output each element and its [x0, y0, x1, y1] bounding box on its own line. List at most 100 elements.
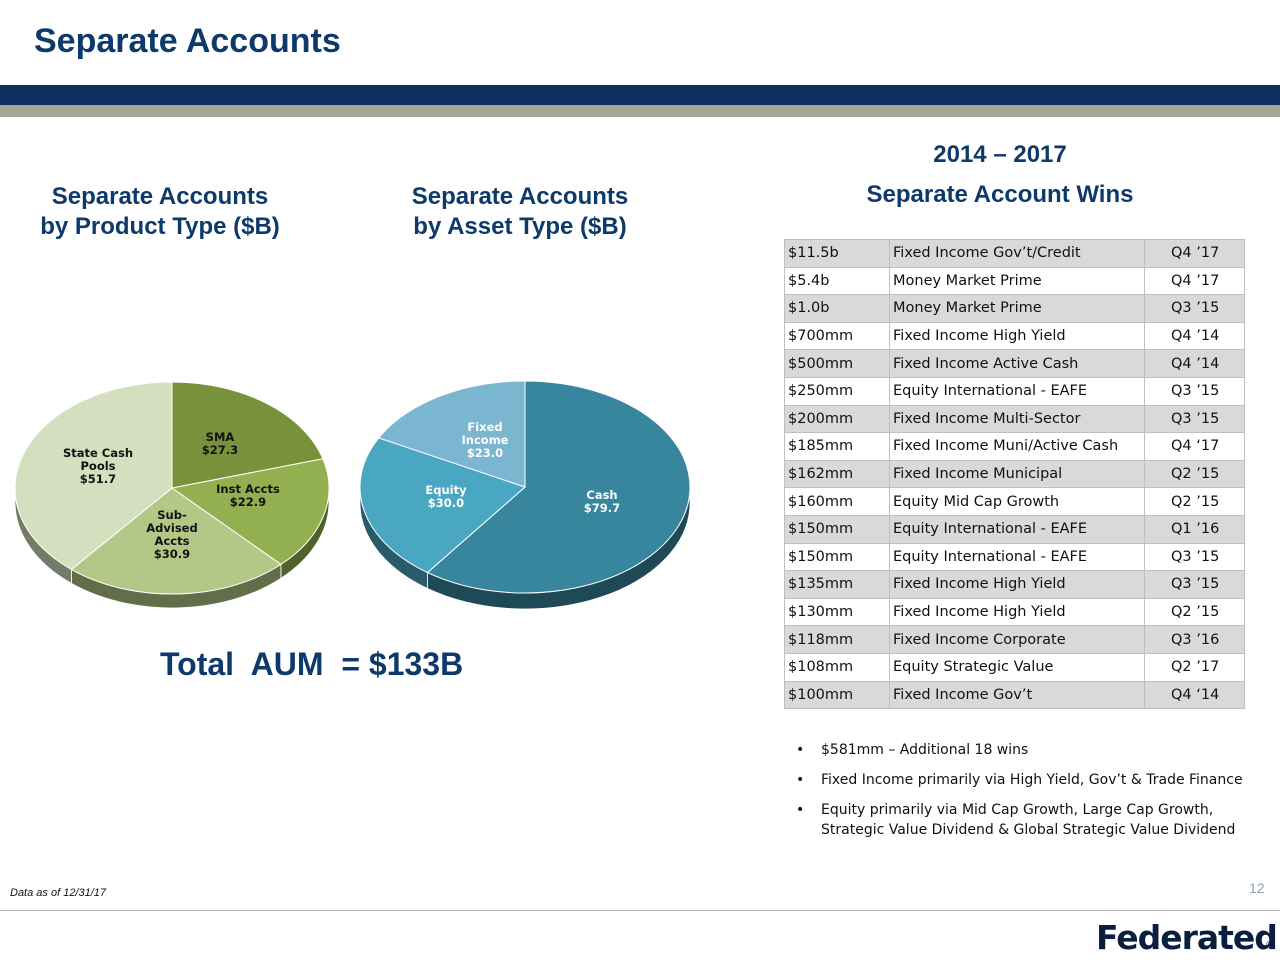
table-row: $162mm Fixed Income Municipal Q2 ’15 [784, 459, 1245, 489]
win-amount: $162mm [784, 459, 890, 489]
pie-slice [170, 458, 330, 565]
pie-label-line: Accts [155, 534, 190, 548]
win-strategy: Fixed Income Active Cash [889, 349, 1145, 378]
win-amount: $1.0b [784, 294, 890, 323]
page-number: 12 [1249, 880, 1265, 896]
win-quarter: Q1 ’16 [1144, 514, 1245, 544]
win-strategy: Fixed Income High Yield [889, 597, 1145, 627]
pie-label-line: $23.0 [467, 446, 503, 460]
win-amount: $100mm [784, 680, 890, 710]
pie-slice [171, 381, 324, 489]
win-strategy: Equity International - EAFE [889, 376, 1145, 406]
win-quarter: Q4 ‘14 [1144, 680, 1245, 710]
win-strategy: Equity Mid Cap Growth [889, 487, 1145, 516]
table-row: $1.0b Money Market Prime Q3 ’15 [784, 294, 1245, 323]
pie-label-line: Cash [586, 488, 617, 502]
win-strategy: Fixed Income Gov’t/Credit [889, 239, 1145, 268]
win-quarter: Q3 ’15 [1144, 542, 1245, 572]
note-text: $581mm – Additional 18 wins [821, 742, 1029, 758]
data-as-of-footnote: Data as of 12/31/17 [10, 887, 107, 899]
win-amount: $200mm [784, 404, 890, 434]
pie-label-line: State Cash [63, 446, 133, 460]
win-quarter: Q3 ’15 [1144, 404, 1245, 434]
win-quarter: Q4 ’17 [1144, 266, 1245, 296]
win-quarter: Q3 ’15 [1144, 294, 1245, 323]
win-strategy: Money Market Prime [889, 294, 1145, 323]
wins-table: $11.5b Fixed Income Gov’t/Credit Q4 ’17 $5.… [784, 239, 1245, 710]
asset-chart-heading: Separate Accounts by Asset Type ($B) [380, 182, 660, 242]
pie-label-line: $79.7 [584, 501, 620, 515]
table-row: $108mm Equity Strategic Value Q2 ’17 [784, 652, 1245, 682]
pie-slice-label: SMA $27.3 [202, 430, 238, 457]
win-strategy: Fixed Income Multi-Sector [889, 404, 1145, 434]
table-row: $150mm Equity International - EAFE Q1 ’16 [784, 514, 1245, 544]
win-quarter: Q2 ’15 [1144, 597, 1245, 627]
win-amount: $160mm [784, 487, 890, 516]
table-row: $700mm Fixed Income High Yield Q4 ’14 [784, 321, 1245, 351]
total-aum: Total AUM = $133B [160, 646, 464, 682]
win-strategy: Fixed Income Corporate [889, 625, 1145, 654]
table-row: $5.4b Money Market Prime Q4 ’17 [784, 266, 1245, 296]
pie-label-line: Inst Accts [216, 482, 280, 496]
win-quarter: Q4 ’14 [1144, 349, 1245, 378]
bullet-icon: • [796, 742, 805, 758]
win-strategy: Equity Strategic Value [889, 652, 1145, 682]
wins-title: Separate Account Wins [866, 181, 1134, 208]
pie-slice [359, 437, 526, 574]
federated-logo: Federated [1096, 918, 1278, 957]
table-row: $118mm Fixed Income Corporate Q3 ’16 [784, 625, 1245, 654]
win-quarter: Q2 ’15 [1144, 459, 1245, 489]
win-amount: $108mm [784, 652, 890, 682]
product-heading-line2: by Product Type ($B) [40, 213, 280, 240]
page-title: Separate Accounts [34, 22, 341, 60]
win-amount: $700mm [784, 321, 890, 351]
wins-notes: • $581mm – Additional 18 wins • Fixed Incom… [796, 740, 1266, 850]
footer-divider [0, 910, 1280, 911]
win-strategy: Fixed Income Gov’t [889, 680, 1145, 710]
pie-label-line: $22.9 [230, 495, 266, 509]
pie-label-line: $51.7 [80, 472, 116, 486]
win-quarter: Q4 ‘17 [1144, 432, 1245, 461]
win-amount: $118mm [784, 625, 890, 654]
pie-label-line: Pools [80, 459, 115, 473]
win-quarter: Q3 ’15 [1144, 570, 1245, 599]
note-text: Equity primarily via Mid Cap Growth, Lar… [821, 802, 1236, 838]
table-row: $250mm Equity International - EAFE Q3 ’15 [784, 376, 1245, 406]
win-quarter: Q3 ’15 [1144, 376, 1245, 406]
win-amount: $500mm [784, 349, 890, 378]
list-item: • Equity primarily via Mid Cap Growth, La… [796, 800, 1266, 840]
table-row: $150mm Equity International - EAFE Q3 ’15 [784, 542, 1245, 572]
win-quarter: Q2 ’17 [1144, 652, 1245, 682]
pie-label-line: Income [462, 433, 509, 447]
win-quarter: Q2 ’15 [1144, 487, 1245, 516]
pie-label-line: Advised [146, 521, 197, 535]
win-amount: $185mm [784, 432, 890, 461]
table-row: $100mm Fixed Income Gov’t Q4 ‘14 [784, 680, 1245, 710]
table-row: $130mm Fixed Income High Yield Q2 ’15 [784, 597, 1245, 627]
table-row: $135mm Fixed Income High Yield Q3 ’15 [784, 570, 1245, 599]
win-strategy: Fixed Income Municipal [889, 459, 1145, 489]
win-amount: $250mm [784, 376, 890, 406]
wins-years: 2014 – 2017 [933, 141, 1067, 168]
pie-label-line: $27.3 [202, 443, 238, 457]
pie-slice [14, 381, 173, 570]
pie-slice [70, 487, 282, 595]
pie-slice [377, 380, 526, 488]
list-item: • Fixed Income primarily via High Yield, … [796, 770, 1266, 790]
pie-slice [426, 380, 691, 594]
table-row: $200mm Fixed Income Multi-Sector Q3 ’15 [784, 404, 1245, 434]
win-amount: $150mm [784, 514, 890, 544]
pie-slice-label: Inst Accts $22.9 [216, 482, 280, 509]
win-quarter: Q4 ’14 [1144, 321, 1245, 351]
win-amount: $5.4b [784, 266, 890, 296]
table-row: $11.5b Fixed Income Gov’t/Credit Q4 ’17 [784, 239, 1245, 268]
win-amount: $130mm [784, 597, 890, 627]
note-text: Fixed Income primarily via High Yield, G… [821, 772, 1243, 788]
pie-label-line: Fixed [467, 420, 502, 434]
asset-heading-line2: by Asset Type ($B) [413, 213, 627, 240]
header-band-tan [0, 105, 1280, 117]
pie-label-line: $30.0 [428, 496, 464, 510]
pie-label-line: Sub- [157, 508, 187, 522]
pie-slice-label: Sub-Advised Accts $30.9 [146, 508, 197, 561]
